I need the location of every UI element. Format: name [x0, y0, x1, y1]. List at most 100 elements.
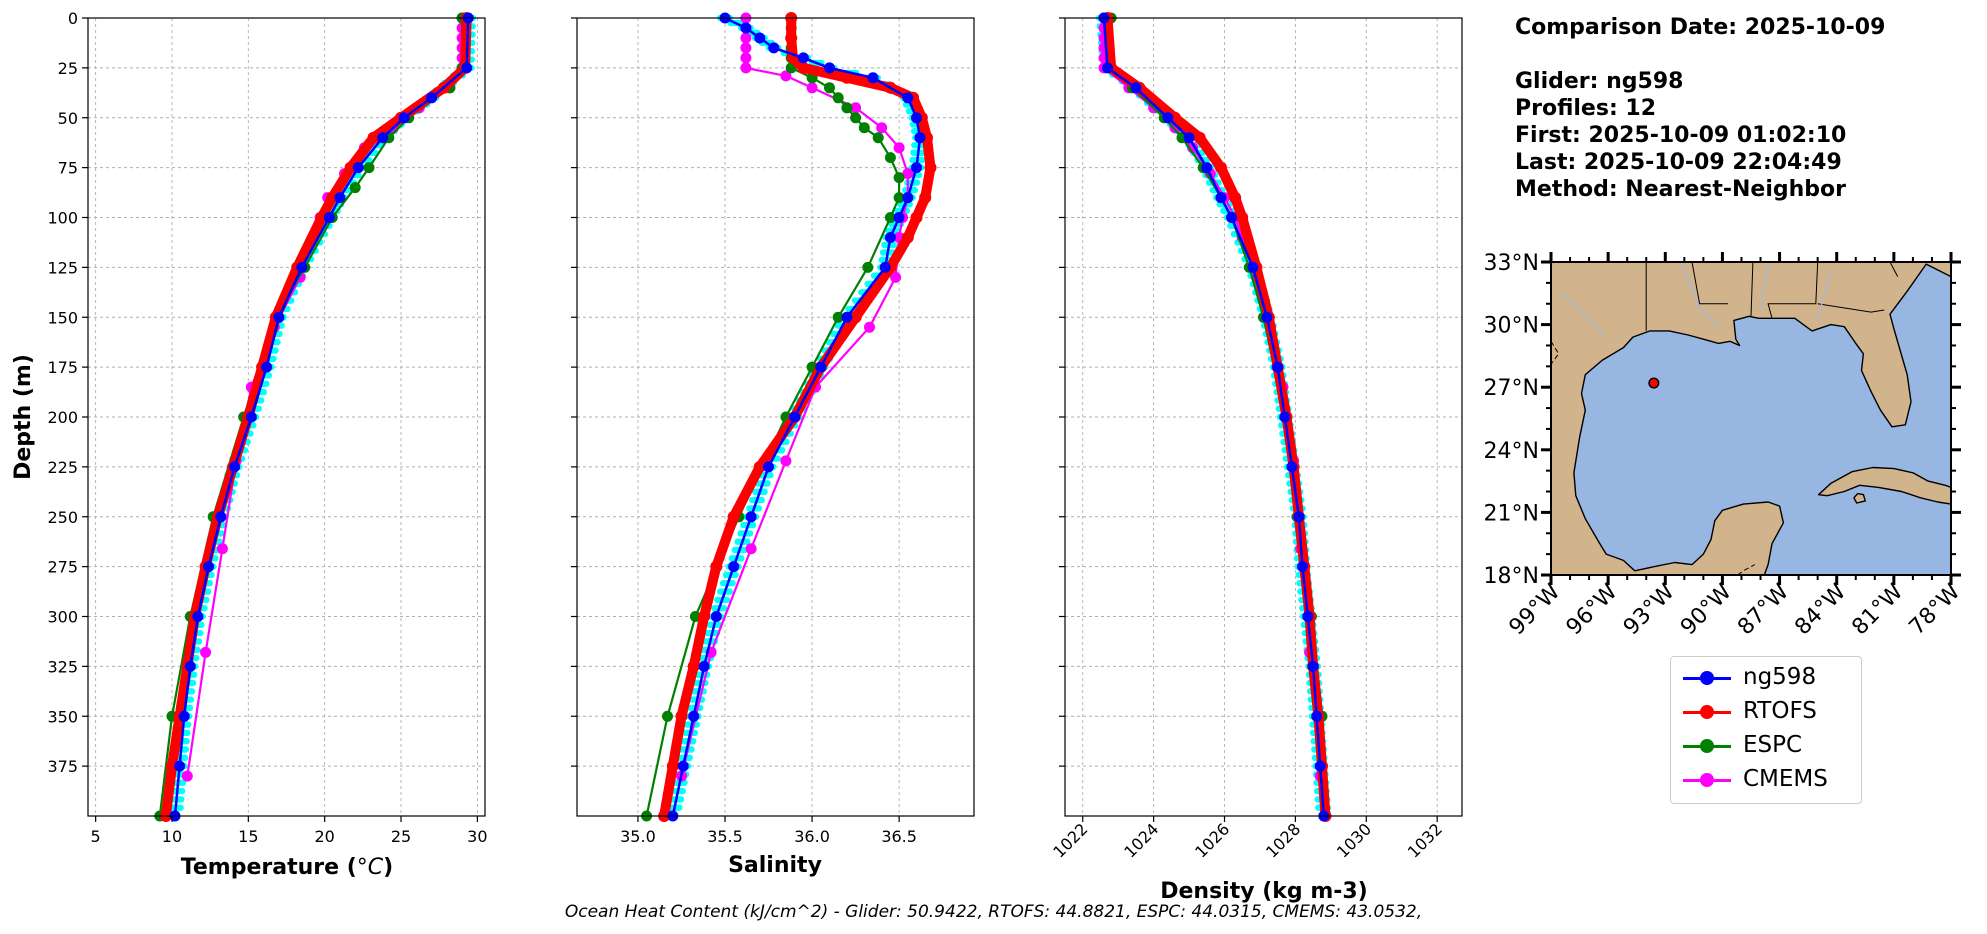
glider-profile-point [729, 580, 736, 587]
series-point-ng598 [1293, 511, 1305, 523]
glider-profile-point [185, 721, 192, 728]
series-point-espc [893, 192, 905, 204]
series-point-ng598 [879, 261, 891, 273]
series-point-ng598 [815, 361, 827, 373]
series-point-rtofs [687, 660, 700, 673]
glider-profile-point [688, 746, 695, 753]
glider-profile-point [194, 646, 201, 653]
series-point-ng598 [763, 461, 774, 473]
glider-profile-point [265, 372, 273, 379]
y-tick-label: 100 [47, 209, 78, 228]
state-boundary [1767, 261, 1819, 319]
series-point-ng598 [867, 72, 879, 84]
series-point-cmems [181, 770, 193, 782]
glider-profile-point [278, 322, 285, 329]
glider-profile-point [270, 355, 277, 362]
series-point-ng598 [273, 311, 285, 323]
axes-layer: 5 10 15 20 25 3002550751001251501752002252502… [47, 9, 1463, 862]
glider-profile-point [890, 241, 898, 249]
data-layer [154, 12, 1332, 822]
series-point-ng598 [914, 132, 926, 144]
legend-swatch-marker [1700, 773, 1714, 787]
series-point-rtofs [919, 191, 932, 204]
series-point-ng598 [398, 112, 410, 124]
series-point-cmems [902, 168, 914, 180]
series-point-espc [824, 82, 835, 94]
international-border [1737, 564, 1756, 576]
panel-1-series [641, 12, 937, 822]
series-point-espc [832, 311, 844, 323]
series-point-ng598 [215, 511, 227, 523]
profile-count: Profiles: 12 [1515, 96, 1657, 121]
map-lon-label: 96°W [1562, 579, 1623, 640]
series-point-ng598 [884, 232, 896, 243]
map-lat-label: 30°N [1484, 314, 1539, 339]
legend-swatch-marker [1700, 739, 1714, 753]
series-point-espc [884, 152, 896, 164]
series-point-cmems [745, 543, 757, 555]
y-tick-label: 225 [47, 458, 78, 477]
series-point-ng598 [229, 461, 241, 473]
x-axis-label-salinity: Salinity [728, 853, 822, 878]
series-point-ng598 [461, 62, 473, 74]
y-tick-label: 25 [58, 59, 78, 78]
y-tick-label: 75 [58, 159, 78, 178]
comparison-date: Comparison Date: 2025-10-09 [1515, 15, 1886, 40]
glider-profile-point [761, 488, 768, 495]
y-tick-label: 350 [47, 707, 78, 726]
glider-profile-point [190, 671, 198, 678]
legend-label: ng598 [1743, 664, 1817, 690]
series-point-rtofs [849, 311, 862, 324]
series-point-espc [841, 102, 853, 114]
series-point-ng598 [1247, 261, 1259, 273]
y-tick-label: 125 [47, 258, 78, 277]
map-lon-label: 87°W [1733, 579, 1794, 640]
y-tick-label: 150 [47, 308, 78, 327]
series-point-espc [850, 112, 862, 124]
glider-profile-point [778, 447, 786, 454]
series-point-ng598 [1279, 411, 1291, 423]
series-point-ng598 [1286, 461, 1298, 473]
glider-profile-point [744, 538, 751, 545]
series-point-ng598 [710, 611, 722, 622]
map-frame [1550, 261, 1952, 576]
series-point-ng598 [192, 611, 204, 622]
x-tick-label: 5 [91, 827, 101, 846]
map-lat-label: 27°N [1484, 376, 1539, 401]
glider-profile-point [723, 596, 731, 604]
glider-profile-point [726, 588, 733, 595]
glider-profile-point [188, 688, 196, 695]
x-tick-label: 20 [314, 827, 334, 846]
glider-profile-point [212, 555, 219, 562]
glider-profile-point [201, 605, 208, 612]
glider-profile-point [208, 571, 215, 579]
glider-profile-point [198, 621, 205, 628]
river [1679, 261, 1720, 328]
series-point-rtofs [710, 560, 723, 573]
series-point-espc [689, 611, 701, 622]
x-tick-label: 25 [391, 827, 411, 846]
glider-profile-point [206, 580, 213, 587]
legend-item-espc: ESPC [1671, 729, 1861, 763]
x-tick-label: 30 [467, 827, 487, 846]
series-point-ng598 [740, 22, 752, 34]
series-point-cmems [740, 32, 752, 44]
series-point-ng598 [841, 311, 853, 323]
series-point-ng598 [1307, 660, 1319, 672]
x-tick-label: 10 [162, 827, 182, 846]
series-point-ng598 [352, 162, 364, 174]
series-point-ng598 [728, 561, 740, 573]
glider-profile-point [767, 472, 774, 479]
series-point-rtofs [1215, 161, 1227, 174]
series-point-ng598 [1297, 561, 1308, 573]
series-point-rtofs [315, 211, 328, 224]
legend-item-rtofs: RTOFS [1671, 695, 1861, 729]
series-point-cmems [850, 102, 862, 114]
glider-profile-point [764, 480, 771, 487]
x-axis-label-temperature: Temperature (°C) [181, 855, 393, 880]
y-tick-label: 175 [47, 358, 78, 377]
series-point-ng598 [261, 361, 273, 373]
x-tick-label: 1032 [1404, 819, 1446, 861]
map-land-north-america [1550, 261, 1952, 576]
glider-location-marker [1648, 377, 1660, 389]
